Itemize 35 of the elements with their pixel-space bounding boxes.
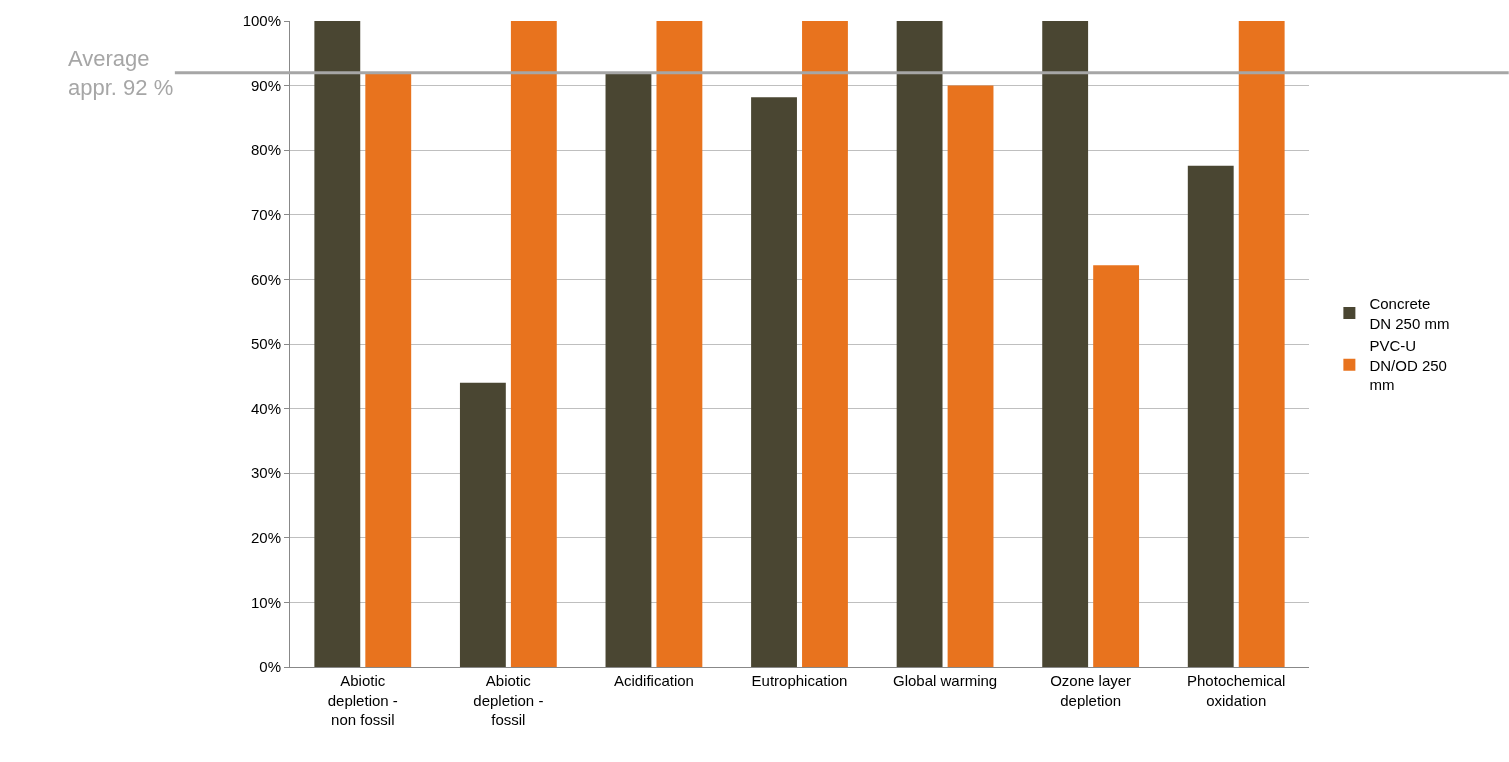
legend-label: PVC-U DN/OD 250 mm <box>1369 337 1447 394</box>
x-tick-label: Acidification <box>613 672 694 689</box>
bar <box>314 21 361 667</box>
x-tick-label: Abiotic depletion - fossil <box>473 672 544 728</box>
bar <box>802 21 848 667</box>
bar <box>605 72 652 667</box>
y-tick-label: 100% <box>242 12 281 30</box>
x-tick-label: Eutrophication <box>751 672 848 689</box>
y-tick-label: 10% <box>250 593 281 611</box>
legend-label: Concrete DN 250 mm <box>1369 295 1450 332</box>
y-tick-label: 30% <box>250 464 281 482</box>
bar <box>751 97 797 667</box>
x-tick-label: Photochemical oxidation <box>1187 672 1286 709</box>
ref-line-label: Average appr. 92 % <box>68 46 174 100</box>
y-tick-label: 60% <box>250 270 281 288</box>
bar <box>365 72 412 667</box>
bar <box>1238 21 1285 667</box>
y-tick-label: 70% <box>250 206 281 224</box>
y-tick-label: 40% <box>250 399 281 417</box>
bar <box>459 382 506 667</box>
y-tick-label: 80% <box>250 141 281 159</box>
bar <box>947 85 994 667</box>
bar <box>1187 165 1234 667</box>
bar <box>656 21 703 667</box>
y-tick-label: 0% <box>259 658 281 676</box>
y-tick-label: 90% <box>250 76 281 94</box>
y-tick-label: 20% <box>250 529 281 547</box>
bar <box>1093 265 1140 667</box>
bar <box>896 21 943 667</box>
y-tick-label: 50% <box>250 335 281 353</box>
bar <box>510 21 557 667</box>
x-tick-label: Global warming <box>892 672 998 689</box>
x-tick-label: Ozone layer depletion <box>1050 672 1132 709</box>
x-tick-label: Abiotic depletion - non fossil <box>327 672 398 728</box>
bar <box>1042 21 1089 667</box>
